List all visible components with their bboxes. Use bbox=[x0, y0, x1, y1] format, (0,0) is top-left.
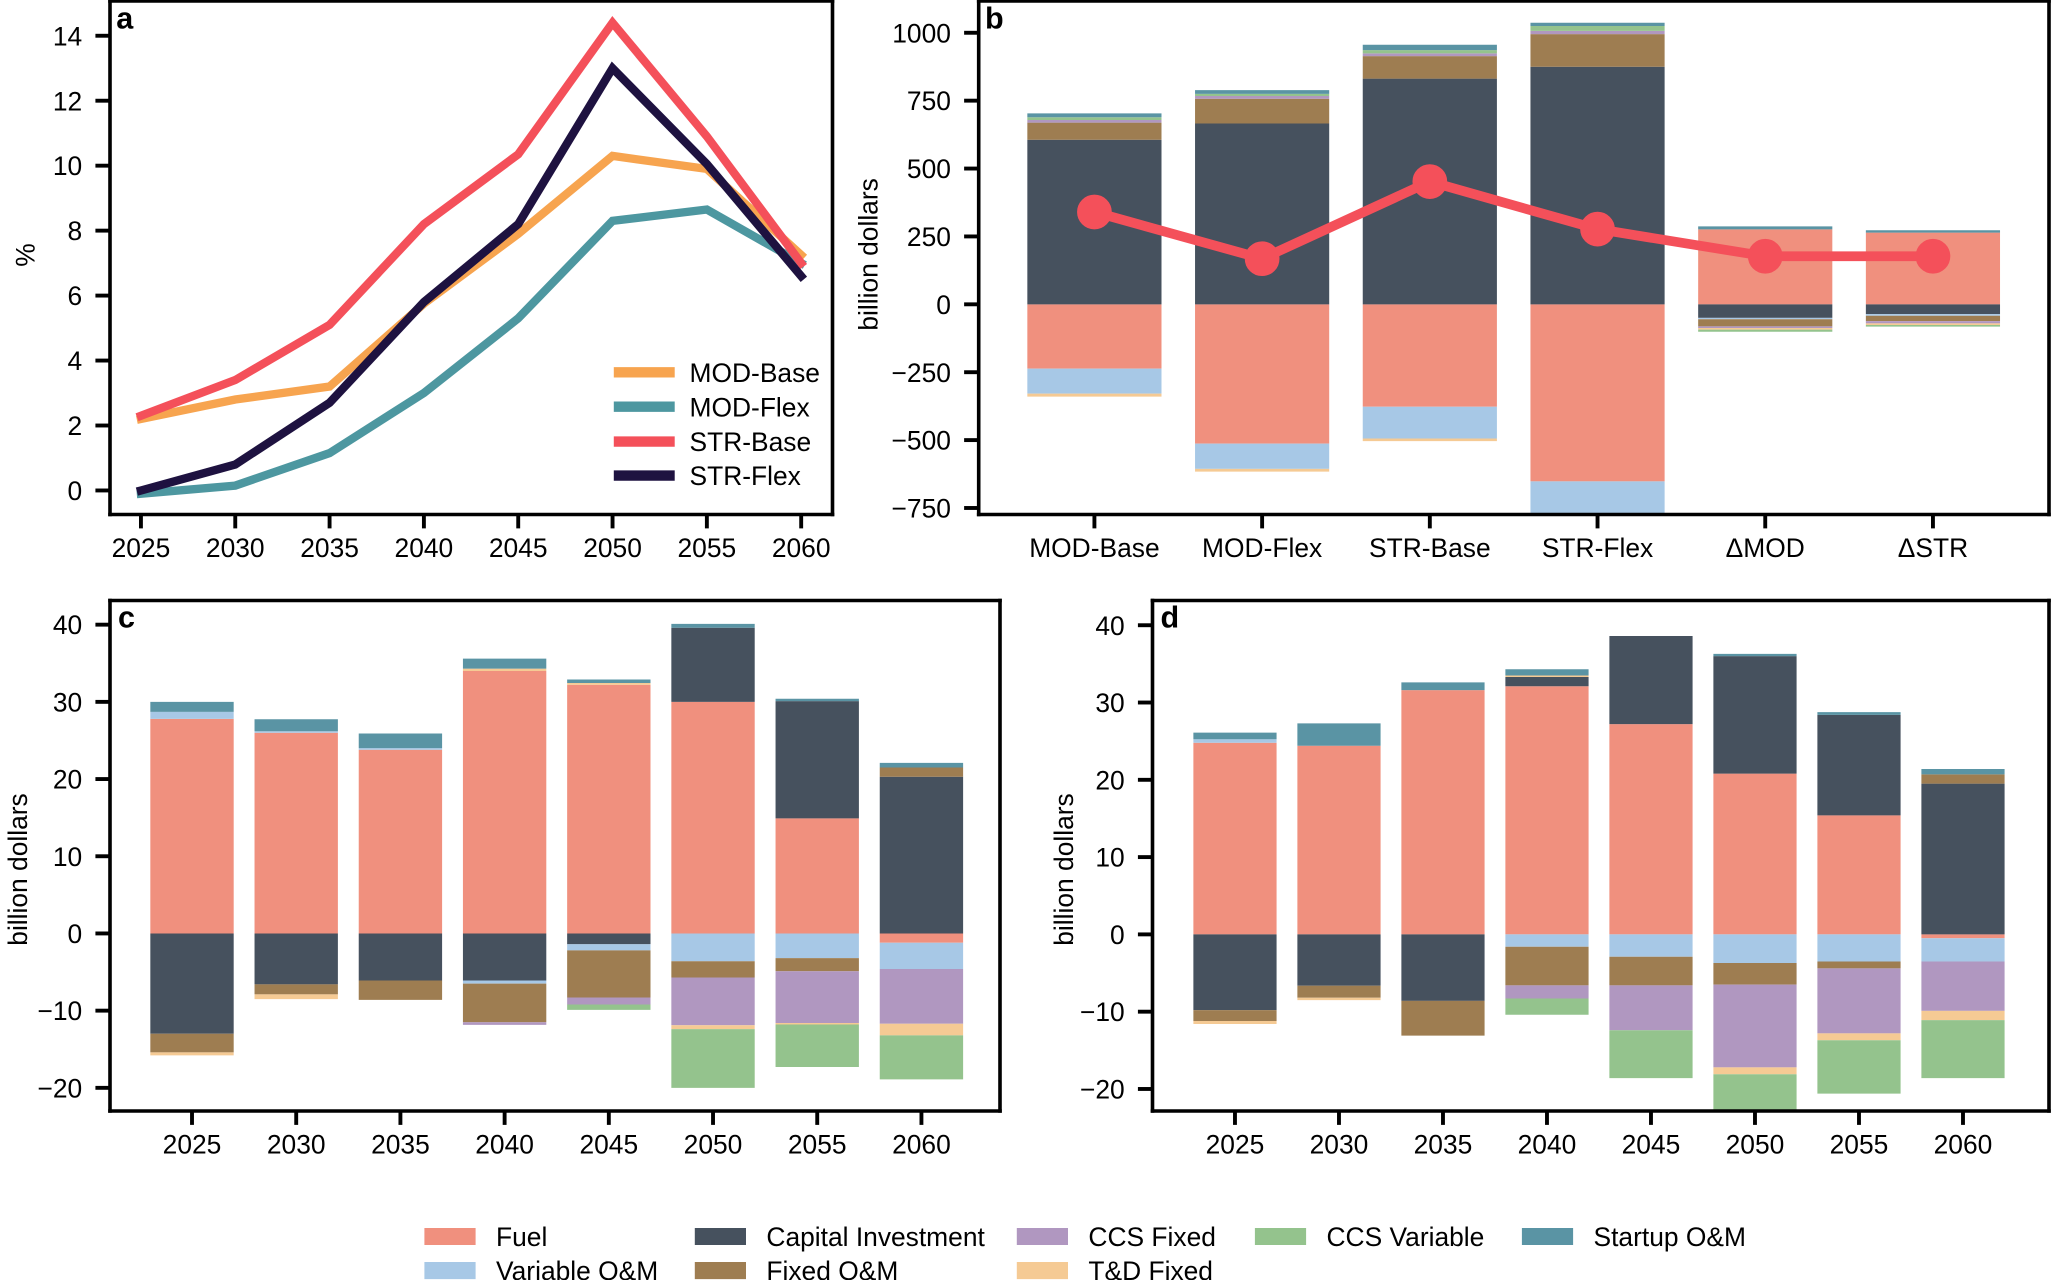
svg-text:0: 0 bbox=[936, 290, 951, 320]
svg-text:30: 30 bbox=[53, 687, 82, 717]
svg-text:2060: 2060 bbox=[772, 533, 831, 563]
svg-text:2060: 2060 bbox=[892, 1130, 951, 1160]
svg-text:2045: 2045 bbox=[489, 533, 548, 563]
svg-text:40: 40 bbox=[1095, 611, 1124, 641]
svg-text:2055: 2055 bbox=[1830, 1130, 1889, 1160]
svg-text:0: 0 bbox=[68, 476, 83, 506]
svg-text:−10: −10 bbox=[37, 996, 82, 1026]
svg-text:2030: 2030 bbox=[1310, 1130, 1369, 1160]
svg-text:2030: 2030 bbox=[267, 1130, 326, 1160]
svg-text:2050: 2050 bbox=[583, 533, 642, 563]
svg-text:2060: 2060 bbox=[1934, 1130, 1993, 1160]
svg-text:10: 10 bbox=[53, 151, 82, 181]
svg-text:2045: 2045 bbox=[579, 1130, 638, 1160]
svg-text:CCS Variable: CCS Variable bbox=[1327, 1222, 1485, 1252]
svg-text:12: 12 bbox=[53, 86, 82, 116]
svg-text:ΔSTR: ΔSTR bbox=[1898, 533, 1968, 563]
svg-text:2040: 2040 bbox=[1518, 1130, 1577, 1160]
svg-text:STR-Flex: STR-Flex bbox=[1542, 533, 1653, 563]
svg-text:b: b bbox=[985, 1, 1004, 35]
svg-text:2045: 2045 bbox=[1622, 1130, 1681, 1160]
svg-text:2055: 2055 bbox=[678, 533, 737, 563]
svg-text:billion dollars: billion dollars bbox=[3, 793, 33, 945]
svg-text:CCS Fixed: CCS Fixed bbox=[1088, 1222, 1216, 1252]
svg-text:2035: 2035 bbox=[371, 1130, 430, 1160]
svg-text:MOD-Flex: MOD-Flex bbox=[690, 392, 810, 422]
svg-text:40: 40 bbox=[53, 610, 82, 640]
svg-text:30: 30 bbox=[1095, 688, 1124, 718]
svg-text:Capital Investment: Capital Investment bbox=[766, 1222, 985, 1252]
svg-text:−10: −10 bbox=[1080, 997, 1125, 1027]
svg-text:2025: 2025 bbox=[1206, 1130, 1265, 1160]
svg-text:STR-Base: STR-Base bbox=[690, 427, 812, 457]
svg-text:−250: −250 bbox=[892, 358, 951, 388]
svg-text:2040: 2040 bbox=[395, 533, 454, 563]
svg-text:Variable O&M: Variable O&M bbox=[496, 1256, 658, 1280]
svg-text:billion dollars: billion dollars bbox=[1049, 793, 1079, 945]
svg-text:2030: 2030 bbox=[206, 533, 265, 563]
svg-text:−750: −750 bbox=[892, 494, 951, 524]
svg-text:a: a bbox=[116, 1, 134, 35]
svg-text:2040: 2040 bbox=[475, 1130, 534, 1160]
svg-text:1000: 1000 bbox=[892, 18, 951, 48]
svg-text:0: 0 bbox=[68, 919, 83, 949]
svg-text:14: 14 bbox=[53, 21, 82, 51]
svg-text:2025: 2025 bbox=[112, 533, 171, 563]
svg-text:0: 0 bbox=[1110, 920, 1125, 950]
svg-text:4: 4 bbox=[68, 346, 83, 376]
svg-text:2035: 2035 bbox=[300, 533, 359, 563]
svg-text:8: 8 bbox=[68, 216, 83, 246]
svg-text:2050: 2050 bbox=[1726, 1130, 1785, 1160]
svg-text:10: 10 bbox=[53, 842, 82, 872]
svg-text:MOD-Base: MOD-Base bbox=[1029, 533, 1159, 563]
svg-text:d: d bbox=[1161, 600, 1180, 634]
svg-text:−20: −20 bbox=[37, 1073, 82, 1103]
svg-text:2: 2 bbox=[68, 411, 83, 441]
svg-text:STR-Base: STR-Base bbox=[1369, 533, 1491, 563]
svg-text:MOD-Base: MOD-Base bbox=[690, 358, 820, 388]
svg-text:billion dollars: billion dollars bbox=[854, 178, 884, 330]
svg-text:500: 500 bbox=[907, 154, 951, 184]
svg-text:20: 20 bbox=[53, 765, 82, 795]
svg-text:2055: 2055 bbox=[788, 1130, 847, 1160]
svg-text:STR-Flex: STR-Flex bbox=[690, 461, 801, 491]
svg-text:6: 6 bbox=[68, 281, 83, 311]
svg-text:−500: −500 bbox=[892, 426, 951, 456]
svg-text:2025: 2025 bbox=[163, 1130, 222, 1160]
svg-text:20: 20 bbox=[1095, 765, 1124, 795]
svg-text:10: 10 bbox=[1095, 843, 1124, 873]
svg-text:Fixed O&M: Fixed O&M bbox=[766, 1256, 898, 1280]
svg-text:750: 750 bbox=[907, 86, 951, 116]
svg-text:c: c bbox=[118, 600, 135, 634]
svg-text:Startup O&M: Startup O&M bbox=[1594, 1222, 1746, 1252]
svg-text:ΔMOD: ΔMOD bbox=[1726, 533, 1805, 563]
svg-text:2035: 2035 bbox=[1414, 1130, 1473, 1160]
svg-text:−20: −20 bbox=[1080, 1075, 1125, 1105]
svg-text:T&D Fixed: T&D Fixed bbox=[1088, 1256, 1213, 1280]
svg-text:MOD-Flex: MOD-Flex bbox=[1202, 533, 1322, 563]
svg-text:2050: 2050 bbox=[684, 1130, 743, 1160]
svg-text:%: % bbox=[11, 243, 41, 266]
svg-text:250: 250 bbox=[907, 222, 951, 252]
svg-text:Fuel: Fuel bbox=[496, 1222, 547, 1252]
